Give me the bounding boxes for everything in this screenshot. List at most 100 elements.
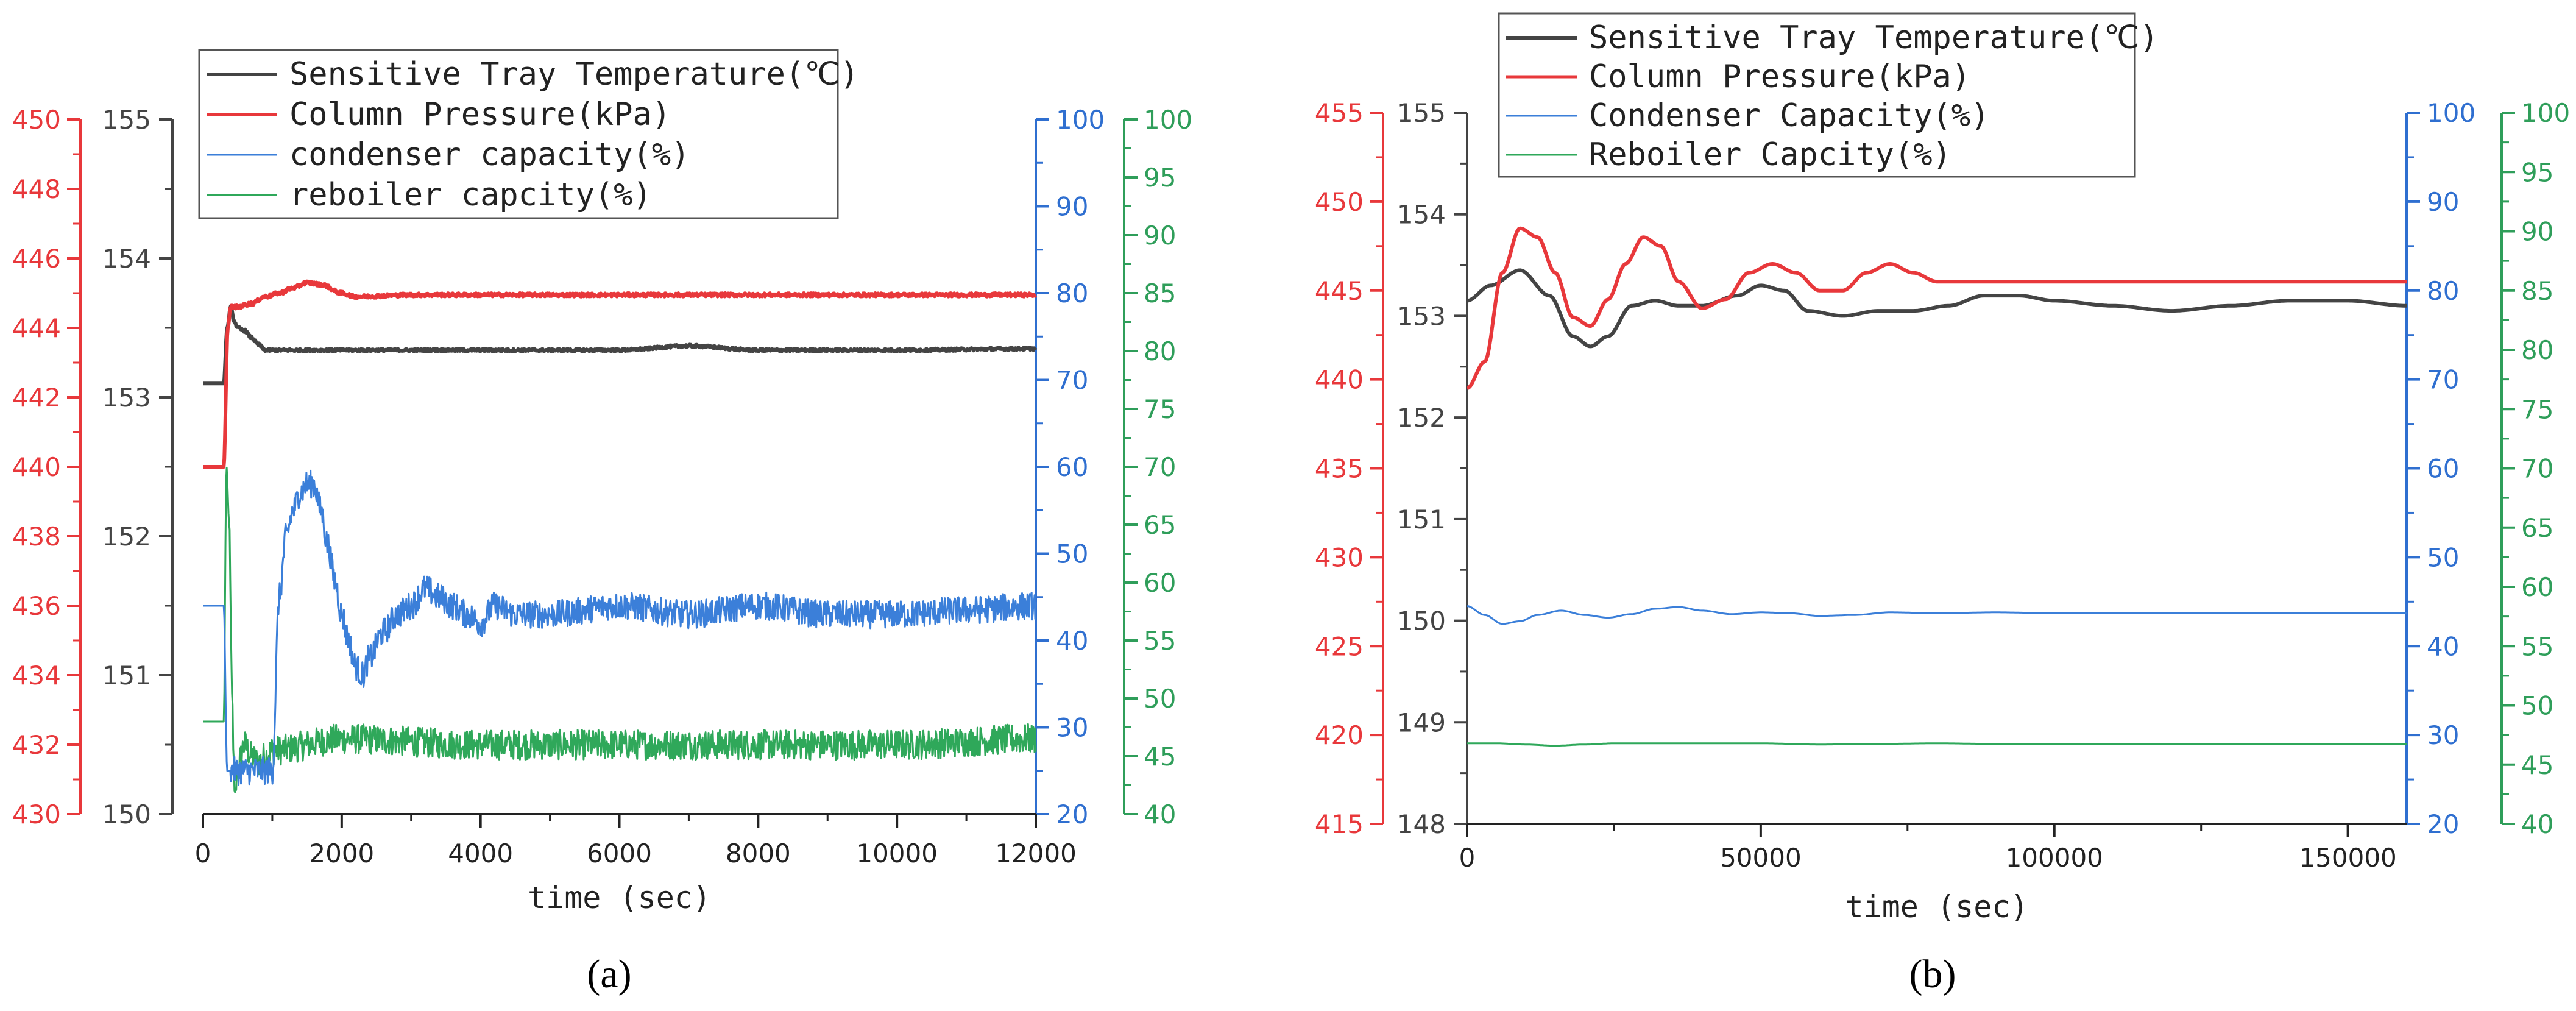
pressure-tick-label: 425 [1315,631,1364,661]
temperature-tick-label: 155 [1397,98,1446,128]
legend-box [1498,12,2136,178]
reboiler-tick-label: 85 [2521,276,2553,306]
reboiler-tick-label: 50 [1144,684,1176,714]
legend-entry: Column Pressure(kPa) [1589,59,1970,95]
pressure-tick-label: 436 [12,591,61,621]
x-tick-label: 4000 [448,839,513,868]
x-axis-label: time (sec) [1845,889,2028,924]
condenser-tick-label: 90 [1056,192,1088,222]
reboiler-tick-label: 75 [2521,394,2553,424]
temperature-tick-label: 150 [1397,606,1446,636]
pressure-tick-label: 430 [1315,542,1364,572]
condenser-tick-label: 100 [1056,105,1105,135]
pressure-tick-label: 415 [1315,809,1364,839]
reboiler-tick-label: 60 [2521,572,2553,602]
pressure-tick-label: 446 [12,244,61,274]
reboiler-tick-label: 100 [2521,98,2570,128]
temperature-tick-label: 151 [1397,505,1446,534]
series-line-reboiler [202,466,1037,793]
temperature-tick-label: 149 [1397,708,1446,737]
temperature-tick-label: 155 [102,105,151,135]
legend-box [198,49,839,219]
x-tick-label: 8000 [726,839,791,868]
legend-entry: Reboiler Capcity(%) [1589,137,1951,173]
temperature-tick-label: 153 [1397,301,1446,331]
series-line-pressure [202,279,1038,469]
x-tick-label: 12000 [995,839,1077,868]
legend-entry: condenser capacity(%) [289,137,690,173]
reboiler-tick-label: 70 [1144,452,1176,482]
temperature-tick-label: 154 [1397,200,1446,230]
temperature-tick-label: 154 [102,244,151,274]
pressure-tick-label: 432 [12,730,61,760]
x-tick-label: 0 [195,839,211,868]
x-tick-label: 50000 [1720,843,1802,873]
reboiler-tick-label: 95 [2521,157,2553,187]
condenser-tick-label: 30 [2427,720,2459,750]
reboiler-tick-label: 90 [2521,217,2553,247]
pressure-tick-label: 445 [1315,276,1364,306]
temperature-tick-label: 152 [102,522,151,552]
reboiler-tick-label: 75 [1144,394,1176,424]
condenser-tick-label: 50 [1056,539,1088,569]
reboiler-tick-label: 55 [2521,631,2553,661]
condenser-tick-label: 30 [1056,713,1088,743]
pressure-tick-label: 430 [12,800,61,829]
reboiler-tick-label: 65 [1144,510,1176,540]
condenser-tick-label: 50 [2427,542,2459,572]
reboiler-tick-label: 85 [1144,278,1176,308]
panel-label: (a) [587,952,631,996]
pressure-tick-label: 440 [1315,365,1364,395]
x-tick-label: 100000 [2006,843,2103,873]
temperature-tick-label: 151 [102,661,151,690]
series-line-condenser [202,469,1037,786]
reboiler-tick-label: 40 [2521,809,2553,839]
x-tick-label: 2000 [309,839,374,868]
x-tick-label: 6000 [587,839,652,868]
panel-b: 4154204254304354404454504551481491501511… [1315,12,2570,996]
condenser-tick-label: 80 [2427,276,2459,306]
reboiler-tick-label: 45 [2521,750,2553,780]
reboiler-tick-label: 100 [1144,105,1192,135]
pressure-tick-label: 420 [1315,720,1364,750]
x-tick-label: 10000 [856,839,938,868]
pressure-tick-label: 455 [1315,98,1364,128]
pressure-tick-label: 450 [1315,187,1364,217]
pressure-tick-label: 442 [12,383,61,413]
condenser-tick-label: 20 [2427,809,2459,839]
panel-a: 4304324344364384404424444464484501501511… [12,49,1192,996]
reboiler-tick-label: 90 [1144,221,1176,250]
temperature-tick-label: 152 [1397,403,1446,433]
condenser-tick-label: 60 [1056,452,1088,482]
reboiler-tick-label: 65 [2521,513,2553,543]
condenser-tick-label: 20 [1056,800,1088,829]
condenser-tick-label: 70 [2427,365,2459,395]
series-line-pressure [1466,226,2407,391]
series-line-reboiler [1467,742,2407,747]
legend-entry: Column Pressure(kPa) [289,96,671,133]
pressure-tick-label: 438 [12,522,61,552]
condenser-tick-label: 90 [2427,187,2459,217]
legend-entry: Sensitive Tray Temperature(℃) [1589,20,2159,56]
pressure-tick-label: 448 [12,174,61,204]
legend-entry: reboiler capcity(%) [289,177,652,213]
legend-entry: Sensitive Tray Temperature(℃) [289,56,859,93]
condenser-tick-label: 60 [2427,454,2459,484]
panel-label: (b) [1909,952,1956,996]
reboiler-tick-label: 50 [2521,691,2553,721]
reboiler-tick-label: 80 [1144,336,1176,366]
pressure-tick-label: 435 [1315,454,1364,484]
legend-entry: Condenser Capacity(%) [1589,98,1989,134]
reboiler-tick-label: 95 [1144,163,1176,193]
series-line-temperature [202,303,1038,386]
series-line-condenser [1467,605,2407,625]
reboiler-tick-label: 80 [2521,335,2553,365]
condenser-tick-label: 70 [1056,366,1088,396]
condenser-tick-label: 80 [1056,278,1088,308]
reboiler-tick-label: 60 [1144,568,1176,598]
pressure-tick-label: 434 [12,661,61,690]
pressure-tick-label: 440 [12,452,61,482]
x-tick-label: 150000 [2299,843,2396,873]
reboiler-tick-label: 40 [1144,800,1176,829]
